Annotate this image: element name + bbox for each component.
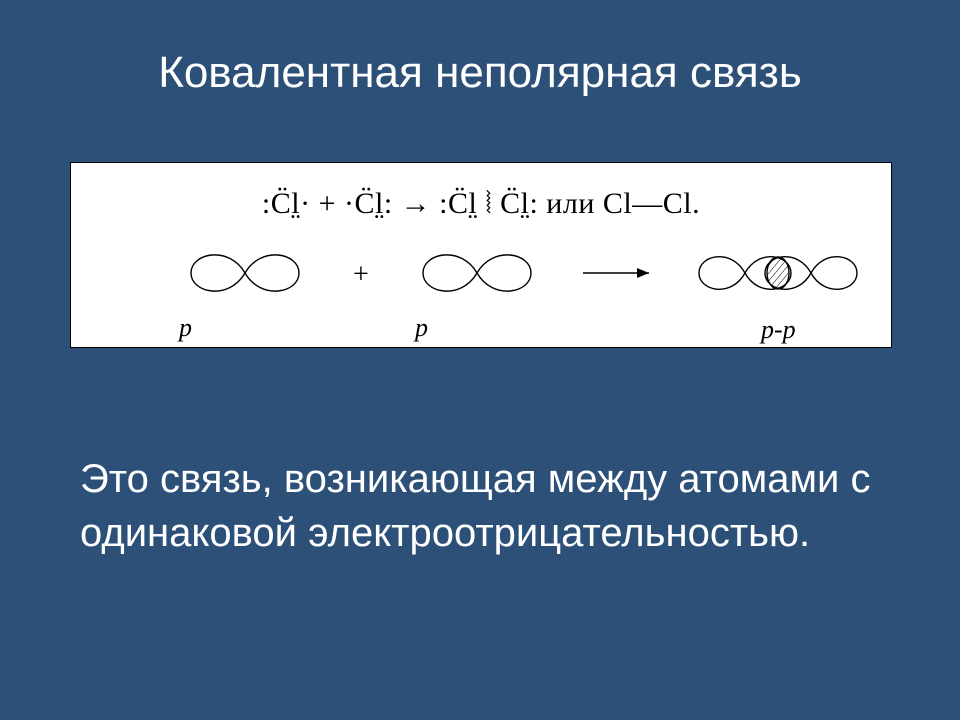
orbital-label-pp: p-p [761, 315, 796, 345]
definition-text: Это связь, возникающая между атомами с о… [80, 452, 880, 560]
page-title: Ковалентная неполярная связь [0, 48, 960, 98]
orbital-label-p-left: p [179, 313, 192, 343]
orbital-diagram: :C̈l̤· + ·C̈l̤: → :C̈l̤ ⦚ C̈l̤: или Cl—C… [70, 162, 892, 348]
svg-text:+: + [353, 259, 369, 290]
orbital-label-p-right: p [415, 313, 428, 343]
